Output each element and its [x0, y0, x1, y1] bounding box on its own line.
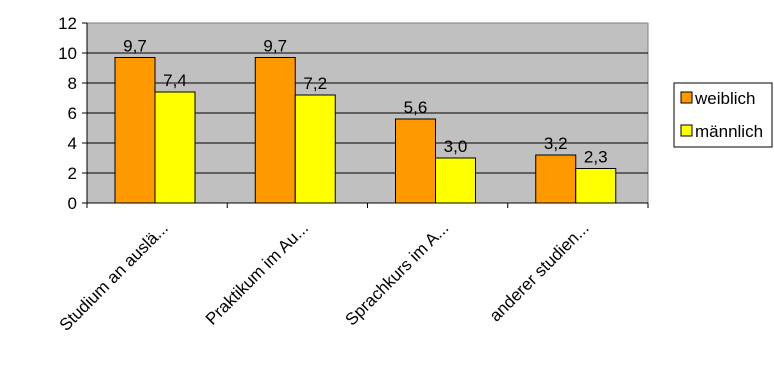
x-tick-label: Studium an auslä... [56, 218, 172, 334]
legend-swatch-weiblich [680, 91, 693, 104]
y-tick-label: 2 [68, 164, 77, 183]
bar-maennlich [154, 91, 196, 204]
data-label: 9,7 [123, 37, 147, 56]
y-tick-label: 4 [68, 134, 77, 153]
data-label: 3,0 [444, 137, 468, 156]
y-axis: 0 2 4 6 8 10 12 [58, 14, 88, 213]
y-tick-label: 0 [68, 194, 77, 213]
legend: weiblich männlich [673, 82, 773, 148]
data-label: 9,7 [263, 37, 287, 56]
y-tick-label: 8 [68, 74, 77, 93]
legend-swatch-maennlich [680, 124, 693, 137]
data-label: 3,2 [544, 134, 568, 153]
bar-weiblich [254, 57, 296, 204]
bar-maennlich [294, 94, 336, 204]
data-label: 2,3 [584, 148, 608, 167]
legend-label-maennlich: männlich [695, 122, 763, 141]
legend-label-weiblich: weiblich [694, 89, 755, 108]
y-tick-label: 10 [58, 44, 77, 63]
data-label: 5,6 [404, 98, 428, 117]
bar-maennlich [575, 168, 617, 204]
y-tick-label: 6 [68, 104, 77, 123]
bar-weiblich [395, 118, 436, 204]
data-label: 7,4 [163, 71, 187, 90]
bar-weiblich [114, 57, 156, 204]
bar-weiblich [535, 154, 577, 204]
bar-maennlich [435, 157, 476, 204]
x-tick-label: anderer studien... [486, 218, 593, 325]
x-tick-label: Praktikum im Au... [202, 218, 312, 328]
y-tick-label: 12 [58, 14, 77, 33]
x-axis: Studium an auslä... Praktikum im Au... Spr… [56, 202, 649, 335]
x-tick-label: Sprachkurs im A... [341, 218, 452, 329]
data-label: 7,2 [303, 74, 327, 93]
bars: 9,7 7,4 9,7 7,2 5,6 3,0 3,2 2,3 [114, 37, 617, 204]
